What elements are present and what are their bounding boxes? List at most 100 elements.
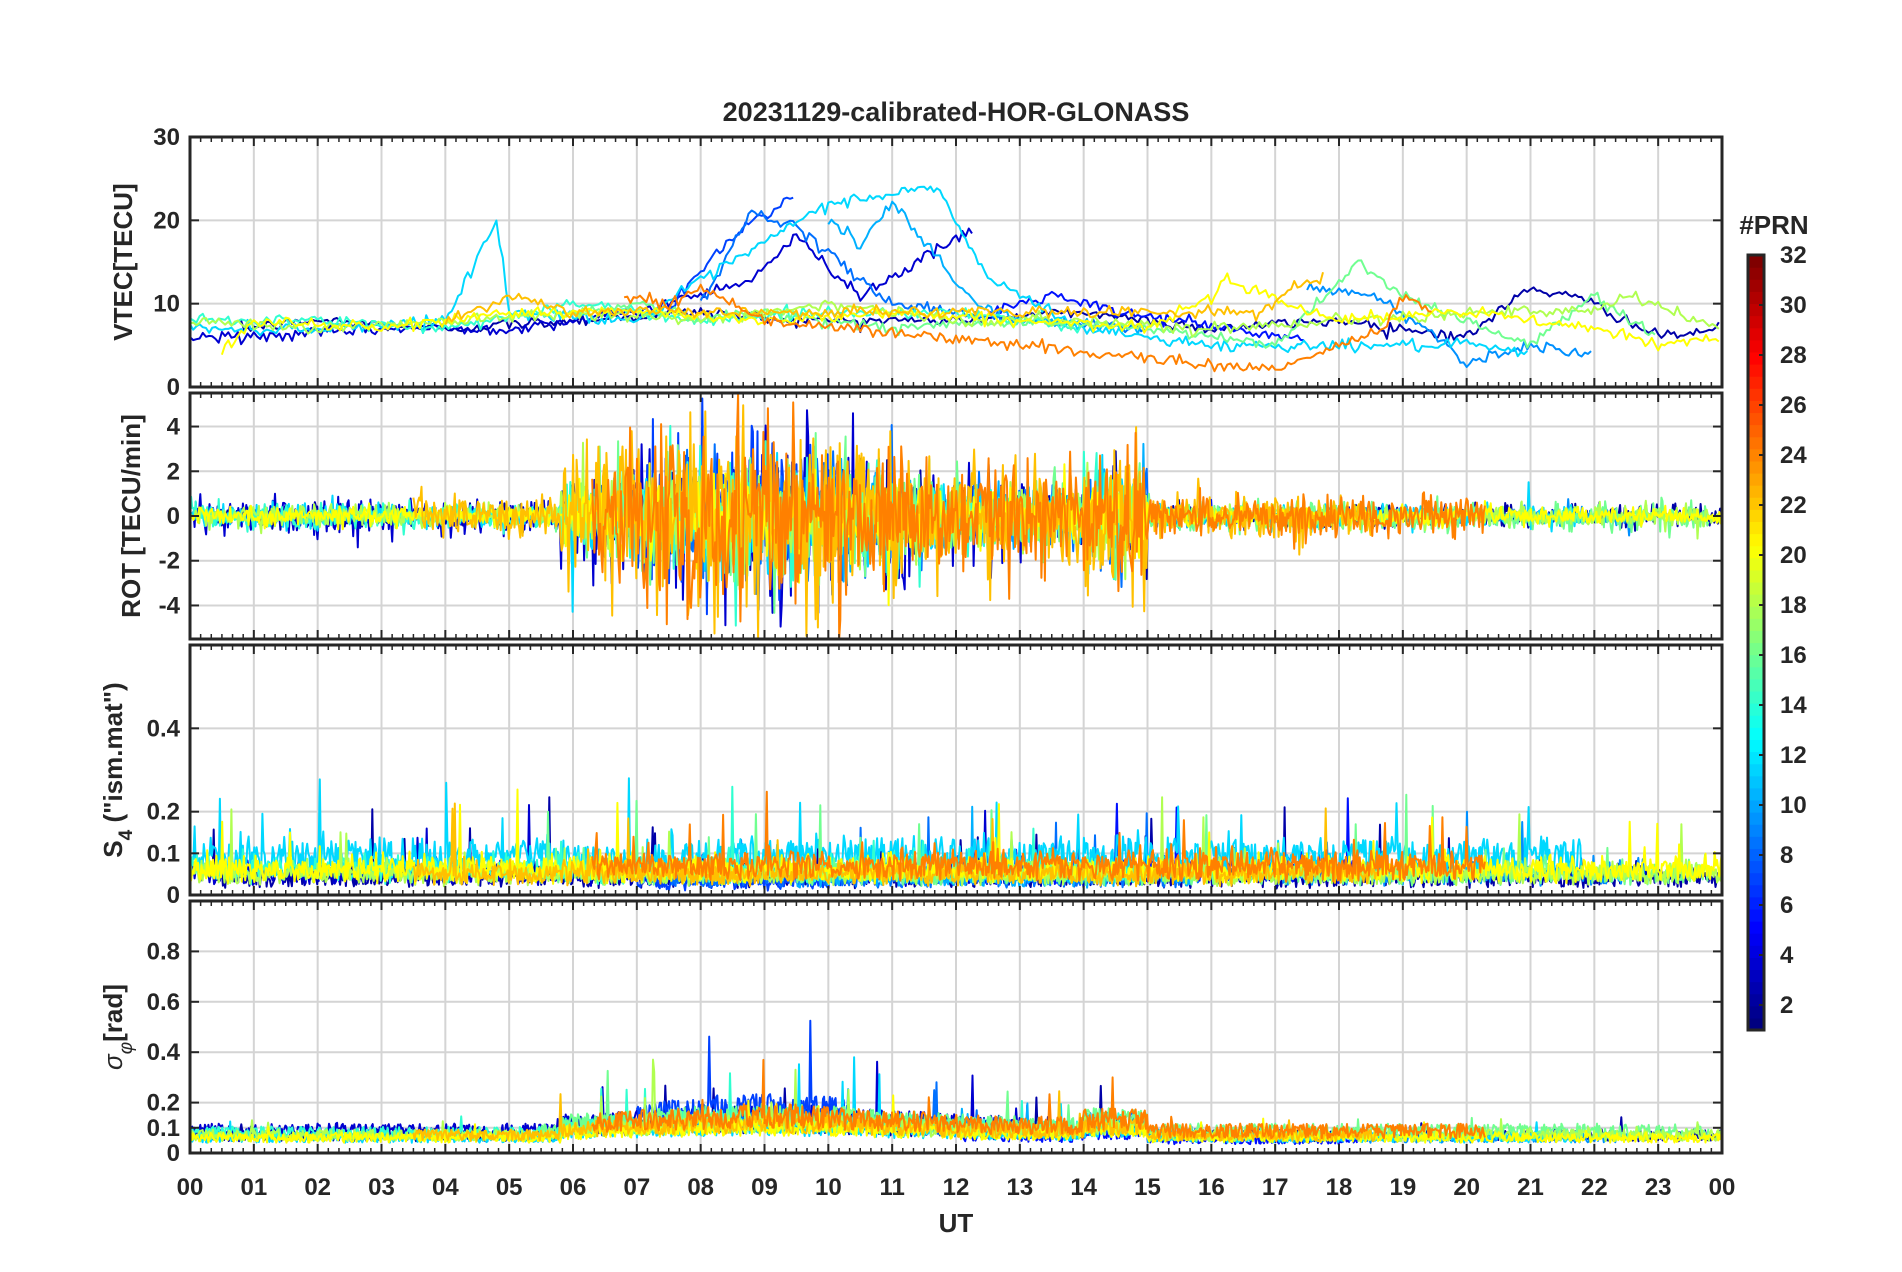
panel-vtec-ticks: 0 10 20 30 xyxy=(153,124,1723,401)
panel-vtec-series-prn-12 xyxy=(190,185,1529,358)
colorbar-swatch xyxy=(1748,884,1764,898)
colorbar-swatch xyxy=(1748,351,1764,365)
panel-rot-ticks: -4 -2 0 2 4 xyxy=(159,393,1723,639)
panel-sigma-phi-series xyxy=(190,1019,1722,1146)
colorbar-swatch xyxy=(1748,933,1764,946)
x-axis-label: UT xyxy=(939,1208,974,1238)
panel-rot-ytick-label-3: 2 xyxy=(167,458,180,485)
panel-sigma-phi: 00.10.2 0.4 0.6 0.8 σφ[rad] xyxy=(98,899,1724,1167)
panel-s4-series-prn-24 xyxy=(591,790,1486,883)
colorbar-swatch xyxy=(1748,812,1764,825)
colorbar-tick-label-8: 8 xyxy=(1780,842,1793,869)
colorbar-swatch xyxy=(1748,957,1764,971)
y-axis-label-s4-sub: 4 xyxy=(116,829,137,840)
colorbar-swatch xyxy=(1748,363,1764,377)
colorbar-swatch xyxy=(1748,993,1764,1007)
colorbar-swatch xyxy=(1748,594,1764,607)
colorbar-tick-label-24: 24 xyxy=(1780,442,1807,469)
colorbar-swatch xyxy=(1748,557,1764,571)
colorbar-tick-label-32: 32 xyxy=(1780,242,1807,269)
panel-rot-ytick-label-0: -4 xyxy=(159,592,181,619)
colorbar-swatch xyxy=(1748,303,1764,317)
colorbar-swatch xyxy=(1748,521,1764,535)
colorbar-swatch xyxy=(1748,412,1764,426)
colorbar-swatch xyxy=(1748,727,1764,740)
colorbar-swatch xyxy=(1748,824,1764,837)
colorbar-swatch xyxy=(1748,267,1764,280)
x-tick-label-11: 11 xyxy=(879,1174,904,1201)
colorbar-swatch xyxy=(1748,799,1764,813)
panel-vtec-ytick-label-2: 20 xyxy=(153,207,180,234)
x-tick-label-3: 03 xyxy=(368,1174,395,1201)
colorbar-tick-label-20: 20 xyxy=(1780,542,1807,569)
x-tick-label-24: 00 xyxy=(1709,1174,1736,1201)
y-axis-label-sigma-phi: σφ[rad] xyxy=(98,984,137,1070)
colorbar-swatch xyxy=(1748,1017,1764,1031)
panel-vtec-grid xyxy=(190,137,1722,387)
colorbar-swatch xyxy=(1748,630,1764,644)
colorbar-swatch xyxy=(1748,654,1764,668)
x-tick-label-12: 12 xyxy=(943,1174,970,1201)
colorbar-swatch xyxy=(1748,327,1764,341)
x-tick-label-20: 20 xyxy=(1453,1174,1480,1201)
colorbar-swatch xyxy=(1748,388,1764,401)
panel-sigma-phi-series-prn-16 xyxy=(540,1069,1710,1140)
colorbar-swatch xyxy=(1748,751,1764,765)
colorbar-tick-label-30: 30 xyxy=(1780,292,1807,319)
colorbar-swatch xyxy=(1748,497,1764,510)
colorbar-swatch xyxy=(1748,460,1764,474)
x-tick-label-9: 09 xyxy=(751,1174,778,1201)
panel-rot: -4 -2 0 2 4 ROT [TECU/min] xyxy=(116,391,1724,641)
colorbar-tick-label-2: 2 xyxy=(1780,992,1793,1019)
colorbar-swatch xyxy=(1748,787,1764,801)
x-tick-label-13: 13 xyxy=(1006,1174,1033,1201)
panel-s4-ytick-label-2: 0.2 xyxy=(147,799,180,826)
panel-rot-ytick-label-1: -2 xyxy=(159,548,180,575)
y-axis-label-sigma-phi-main: σ xyxy=(98,1053,128,1070)
x-tick-label-0: 00 xyxy=(177,1174,204,1201)
panel-vtec-series-prn-4 xyxy=(667,196,794,316)
panel-sigma-phi-ytick-label-5: 0.8 xyxy=(147,938,180,965)
colorbar-swatch xyxy=(1748,860,1764,874)
colorbar-swatch xyxy=(1748,279,1764,292)
panel-vtec-series-prn-24 xyxy=(623,283,1432,373)
colorbar-tick-label-18: 18 xyxy=(1780,592,1807,619)
colorbar-swatch xyxy=(1748,545,1764,559)
panel-vtec-ytick-label-3: 30 xyxy=(153,124,180,151)
colorbar-swatch xyxy=(1748,690,1764,704)
colorbar-swatch xyxy=(1748,339,1764,353)
y-axis-label-sigma-phi-rest: [rad] xyxy=(98,984,128,1042)
colorbar-swatch xyxy=(1748,848,1764,862)
panel-s4: 0 0.1 0.2 0.4 S4 ("ism.mat") xyxy=(98,643,1724,909)
colorbar-swatch xyxy=(1748,291,1764,305)
colorbar-swatches xyxy=(1748,255,1764,1031)
x-tick-label-17: 17 xyxy=(1262,1174,1289,1201)
panel-rot-series-prn-24 xyxy=(591,393,1486,639)
panel-s4-series xyxy=(190,777,1722,892)
colorbar-tick-label-10: 10 xyxy=(1780,792,1807,819)
y-axis-label-s4: S4 ("ism.mat") xyxy=(98,682,137,857)
panel-s4-ytick-label-0: 0 xyxy=(167,882,180,909)
colorbar-swatch xyxy=(1748,1005,1764,1019)
panel-sigma-phi-series-prn-20 xyxy=(190,1094,1722,1144)
panel-vtec-series-prn-3 xyxy=(987,290,1304,342)
colorbar-swatch xyxy=(1748,618,1764,631)
colorbar-tick-label-28: 28 xyxy=(1780,342,1807,369)
colorbar-swatch xyxy=(1748,836,1764,849)
panel-sigma-phi-series-prn-24 xyxy=(591,1058,1486,1140)
colorbar-tick-label-12: 12 xyxy=(1780,742,1807,769)
x-tick-label-2: 02 xyxy=(304,1174,331,1201)
colorbar-swatch xyxy=(1748,775,1764,789)
panel-s4-ytick-label-1: 0.1 xyxy=(147,840,180,867)
colorbar-swatch xyxy=(1748,763,1764,777)
colorbar-frame xyxy=(1746,253,1766,1032)
panel-sigma-phi-ytick-label-1: 0.1 xyxy=(147,1115,180,1142)
colorbar-tick-label-4: 4 xyxy=(1780,942,1794,969)
colorbar-swatch xyxy=(1748,981,1764,995)
x-tick-label-19: 19 xyxy=(1389,1174,1416,1201)
x-tick-label-8: 08 xyxy=(687,1174,714,1201)
panel-s4-series-prn-22 xyxy=(412,802,1378,888)
